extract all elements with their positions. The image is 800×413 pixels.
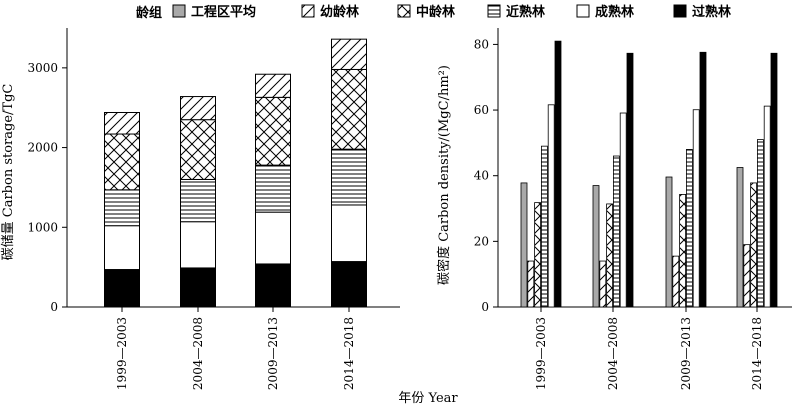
right-bar-avg (592, 185, 600, 308)
right-bar-young (743, 244, 751, 308)
left-x-tick-label: 2004—2008 (191, 317, 205, 390)
left-bar-near (331, 148, 367, 206)
legend-label-middle: 中龄林 (416, 4, 455, 20)
right-bar-middle (606, 203, 613, 308)
left-y-tick-label: 1000 (27, 220, 58, 234)
right-y-tick-label: 80 (474, 37, 489, 51)
grouped-bar-chart: 碳密度 Carbon density/(MgC/hm²) 0 20 40 60 80 19… (436, 28, 792, 390)
right-y-tick-label: 20 (474, 234, 489, 248)
right-bar-near (613, 155, 620, 308)
legend-item-mature: 成熟林 (576, 4, 634, 20)
left-x-tick-label: 2014—2018 (342, 317, 356, 390)
right-bar-over (699, 51, 707, 308)
left-bar-mature (104, 225, 140, 271)
left-bar-middle (331, 68, 367, 150)
legend-swatch-over (673, 4, 687, 18)
right-bar-young (599, 260, 607, 308)
right-bars (520, 40, 778, 308)
right-axes: 0 20 40 60 80 1999—2003 2004—2008 2009—2013 2014… (474, 28, 792, 390)
left-bar-near (104, 189, 140, 227)
right-y-tick-label: 0 (481, 300, 489, 314)
right-bar-near (757, 139, 764, 308)
right-x-tick-label: 1999—2003 (534, 317, 548, 390)
right-x-tick-label: 2004—2008 (606, 317, 620, 390)
left-bar-near (180, 178, 216, 223)
right-bar-near (541, 145, 548, 308)
left-bar-over (104, 269, 140, 308)
right-bar-over (554, 40, 562, 308)
left-bar-middle (104, 133, 140, 191)
right-y-tick-label: 60 (474, 103, 489, 117)
left-y-tick-label: 0 (50, 300, 58, 314)
right-bar-near (686, 149, 693, 308)
left-bar-over (255, 263, 291, 308)
legend-swatch-middle (397, 4, 411, 18)
left-bar-young (180, 96, 216, 121)
right-y-tick-label: 40 (474, 169, 489, 183)
legend-label-young: 幼龄林 (320, 4, 359, 20)
legend-label-near: 近熟林 (506, 4, 545, 20)
left-bar-over (180, 267, 216, 308)
left-x-tick-label: 1999—2003 (115, 317, 129, 390)
left-bar-mature (255, 211, 291, 265)
left-bars (104, 38, 367, 308)
left-y-axis-label: 碳储量 Carbon storage/TgC (1, 84, 16, 261)
right-x-tick-label: 2009—2013 (679, 317, 693, 390)
legend-label-over: 过熟林 (692, 4, 731, 20)
right-bar-young (672, 255, 680, 308)
left-bar-mature (180, 221, 216, 269)
legend-items: 工程区平均 幼龄林 中龄林 近熟林 成熟林 过熟林 (172, 4, 731, 20)
left-y-tick-label: 2000 (27, 141, 58, 155)
right-bar-avg (520, 182, 528, 308)
right-bar-mature (547, 104, 555, 308)
right-bar-middle (534, 202, 541, 308)
left-bar-young (104, 111, 140, 135)
right-x-tick-label: 2014—2018 (750, 317, 764, 390)
left-bar-middle (255, 96, 291, 166)
left-bar-young (331, 38, 367, 70)
right-bar-middle (750, 182, 757, 308)
left-bar-over (331, 261, 367, 308)
left-x-tick-label: 2009—2013 (266, 317, 280, 390)
legend-swatch-near (487, 4, 501, 18)
legend-swatch-mature (576, 4, 590, 18)
right-bar-mature (619, 112, 627, 308)
left-axes: 0 1000 2000 3000 1999—2003 2004—2008 2009—2013… (27, 28, 400, 390)
right-bar-avg (665, 176, 673, 308)
right-bar-mature (692, 109, 700, 308)
legend-item-avg: 工程区平均 (172, 4, 256, 20)
legend: 龄组 工程区平均 幼龄林 中龄林 近熟林 成熟林 过熟林 (136, 4, 731, 21)
left-y-tick-label: 3000 (27, 61, 58, 75)
legend-label-avg: 工程区平均 (191, 4, 256, 20)
legend-label-mature: 成熟林 (595, 4, 634, 20)
legend-item-young: 幼龄林 (301, 4, 359, 20)
left-bar-middle (180, 119, 216, 180)
right-bar-avg (736, 167, 744, 308)
stacked-bar-chart: 碳储量 Carbon storage/TgC 0 1000 2000 3000 1999… (1, 28, 400, 390)
right-bar-over (770, 52, 778, 308)
legend-item-near: 近熟林 (487, 4, 545, 20)
legend-swatch-avg (172, 4, 186, 18)
right-bar-mature (763, 105, 771, 308)
left-bar-near (255, 164, 291, 213)
x-axis-label: 年份 Year (398, 391, 458, 406)
right-bar-over (626, 52, 634, 308)
left-bar-young (255, 73, 291, 98)
right-bar-young (527, 260, 535, 308)
left-bar-mature (331, 204, 367, 263)
right-bar-middle (679, 194, 686, 308)
legend-item-over: 过熟林 (673, 4, 731, 20)
legend-item-middle: 中龄林 (397, 4, 455, 20)
right-y-axis-label: 碳密度 Carbon density/(MgC/hm²) (436, 65, 452, 285)
legend-swatch-young (301, 4, 315, 18)
legend-title: 龄组 (136, 5, 162, 21)
